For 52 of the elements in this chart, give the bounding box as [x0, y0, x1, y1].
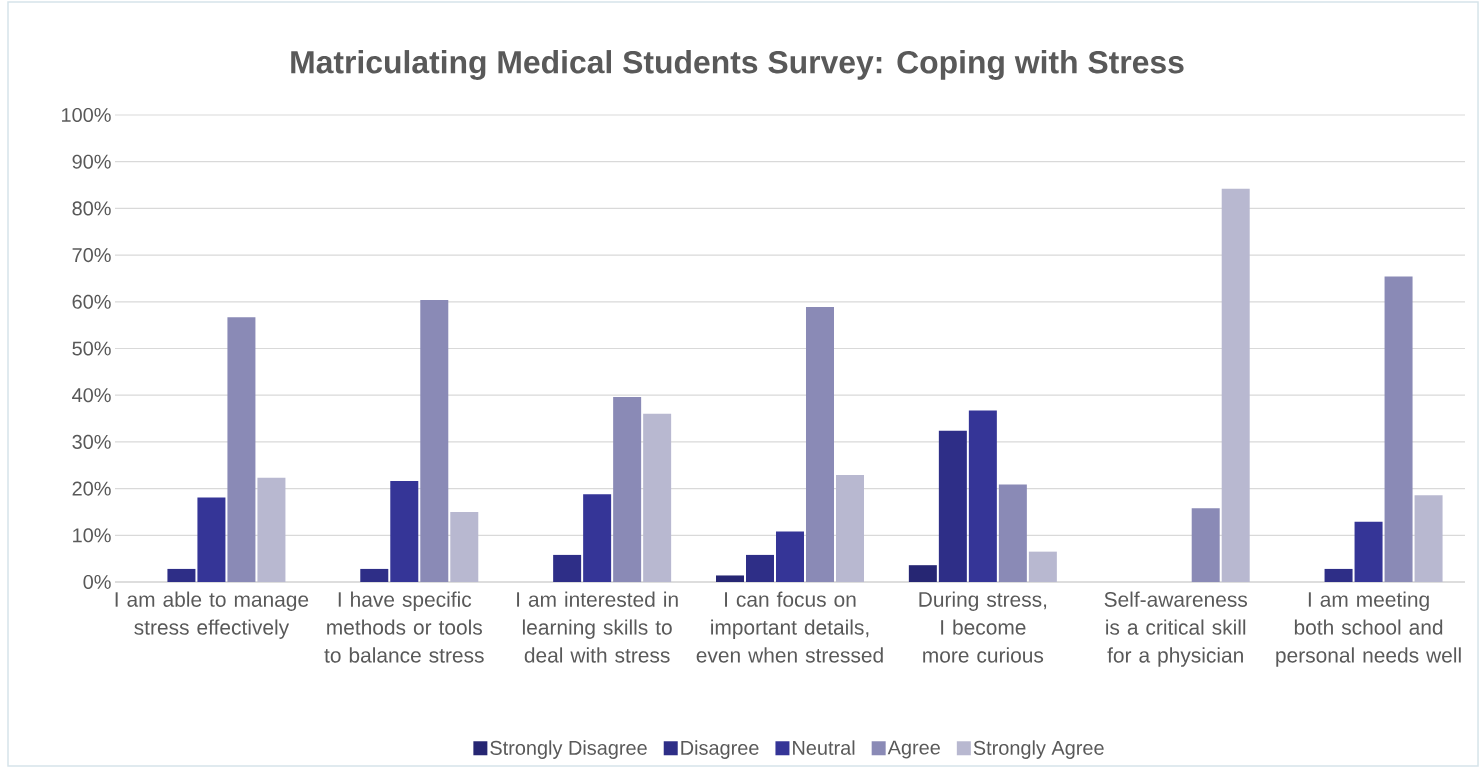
y-tick-label: 80% — [72, 201, 111, 216]
bar — [613, 397, 642, 582]
legend-label: Strongly Disagree — [490, 740, 647, 759]
bar — [390, 481, 419, 582]
x-tick-label: I am interested in learning skills to deal with stress — [517, 591, 678, 663]
legend-label: Strongly Agree — [973, 740, 1104, 759]
y-tick-label: 40% — [72, 388, 111, 403]
y-tick-label: 0% — [83, 574, 111, 590]
bar — [420, 299, 449, 582]
y-tick-label: 60% — [72, 294, 111, 309]
y-tick-label: 90% — [72, 154, 111, 169]
bar — [998, 484, 1027, 582]
x-tick-label: I have specific methods or tools to balance stress — [324, 591, 484, 663]
bar — [938, 430, 967, 582]
bar — [257, 477, 286, 582]
bar — [806, 306, 834, 582]
x-tick-label: I am meeting both school and personal needs well — [1276, 591, 1461, 667]
x-tick-label: During stress, I become more curious — [919, 591, 1047, 663]
bar — [583, 494, 612, 582]
bar — [1191, 508, 1220, 582]
legend-label: Disagree — [681, 740, 759, 759]
chart-title: Matriculating Medical Students Survey: Coping with Stress — [291, 50, 1184, 80]
bar — [1354, 521, 1383, 582]
bar — [643, 413, 672, 582]
x-tick-label: I can focus on important details, even when stressed — [696, 591, 883, 663]
y-tick-label: 70% — [72, 248, 111, 263]
bar — [360, 568, 389, 582]
bar — [745, 554, 774, 582]
legend-label: Neutral — [793, 740, 855, 755]
y-tick-label: 50% — [72, 341, 111, 356]
x-tick-label: I am able to manage stress effectively — [115, 591, 309, 639]
bar — [553, 554, 582, 582]
bar — [1221, 188, 1250, 582]
legend-label: Agree — [887, 740, 940, 759]
bar — [1384, 276, 1413, 582]
bar — [1028, 551, 1057, 582]
bar — [197, 497, 226, 582]
y-tick-label: 100% — [62, 107, 111, 123]
bar — [715, 575, 744, 582]
y-tick-label: 30% — [72, 434, 111, 449]
y-tick-label: 10% — [73, 528, 111, 543]
bar — [1414, 495, 1443, 582]
bar — [775, 531, 804, 582]
x-tick-label: Self-awareness is a critical skill for a physician — [1104, 591, 1248, 667]
bar — [968, 410, 997, 582]
bar — [836, 475, 864, 582]
bar — [908, 565, 937, 582]
bar — [1324, 568, 1353, 582]
bar — [167, 568, 196, 582]
y-tick-label: 20% — [72, 481, 111, 496]
bar — [227, 317, 256, 582]
bar — [450, 511, 479, 582]
